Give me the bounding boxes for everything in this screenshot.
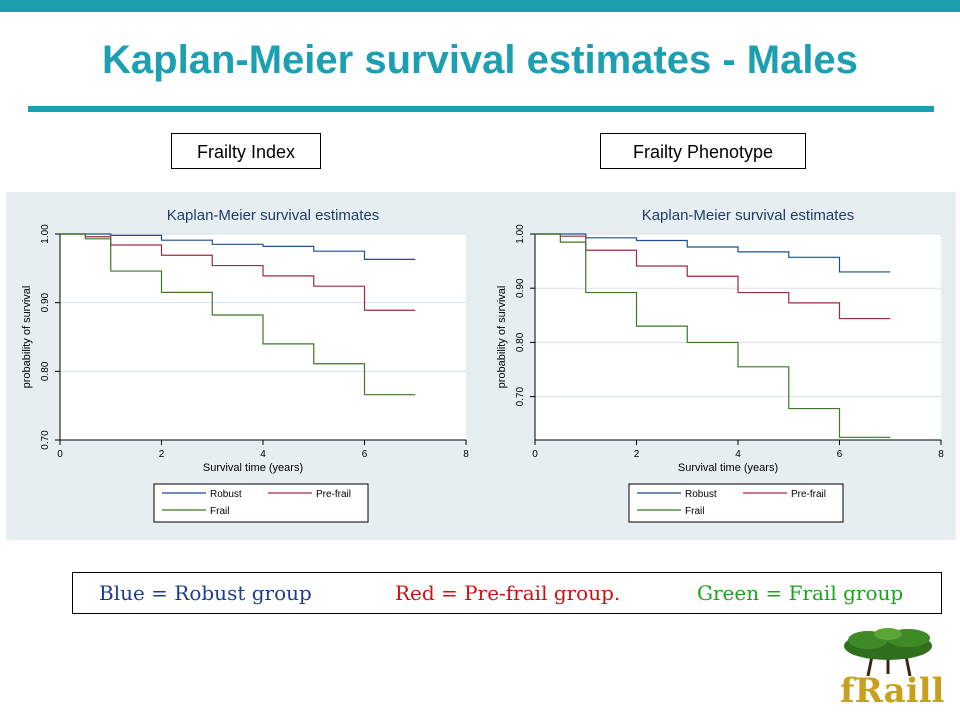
y-tick-label: 0.70 [40,430,51,450]
y-tick-label: 1.00 [40,224,51,244]
x-tick-label: 6 [837,449,843,460]
title-underline [28,106,934,112]
plots-background: Kaplan-Meier survival estimates 0.70 0.80 0… [6,192,956,540]
y-tick-label: 0.80 [515,332,526,352]
tree-icon: fRaill [840,628,945,711]
plot-region [535,234,941,440]
panel-label-frailty-phenotype: Frailty Phenotype [600,133,806,169]
series-line-robust [60,233,416,261]
x-tick-label: 4 [260,449,266,460]
km-chart-frailty-phenotype: Kaplan-Meier survival estimates 0.70 0.80 0… [496,207,944,523]
legend-label: Pre-frail [791,489,826,500]
x-tick-label: 2 [634,449,640,460]
x-tick-label: 0 [532,449,538,460]
x-axis-label: Survival time (years) [203,462,303,474]
y-tick-label: 1.00 [515,224,526,244]
color-legend-caption: Blue = Robust group Red = Pre-frail grou… [72,572,942,614]
series-line-pre-frail [535,233,891,320]
x-tick-label: 8 [463,449,469,460]
caption-prefrail: Red = Pre-frail group. [395,581,621,605]
legend-label: Frail [210,506,229,517]
legend-box [628,483,844,523]
frail-logo: fRaill [832,626,945,711]
panel-label-frailty-index: Frailty Index [171,133,321,169]
y-tick-label: 0.80 [40,361,51,381]
km-chart-frailty-index: Kaplan-Meier survival estimates 0.70 0.80 0… [21,207,469,523]
slide-title: Kaplan-Meier survival estimates - Males [102,38,858,82]
series-line-frail [60,233,416,396]
logo-wordmark: fRaill [840,671,944,708]
chart-title: Kaplan-Meier survival estimates [167,207,380,224]
top-accent-bar [0,0,960,12]
x-tick-label: 0 [57,449,63,460]
x-tick-label: 2 [159,449,165,460]
x-tick-label: 6 [362,449,368,460]
series-line-pre-frail [60,233,416,311]
caption-frail: Green = Frail group [697,581,904,605]
legend-label: Frail [685,506,704,517]
legend-label: Pre-frail [316,489,351,500]
legend-label: Robust [685,489,717,500]
x-axis-label: Survival time (years) [678,462,778,474]
y-tick-label: 0.90 [515,278,526,298]
series-line-frail [535,233,891,438]
legend-box [153,483,369,523]
y-axis-label: probability of survival [496,286,508,389]
x-tick-label: 4 [735,449,741,460]
series-line-robust [535,233,891,273]
legend-label: Robust [210,489,242,500]
y-axis-label: probability of survival [21,286,33,389]
y-tick-label: 0.70 [515,386,526,406]
chart-title: Kaplan-Meier survival estimates [642,207,855,224]
caption-robust: Blue = Robust group [99,581,312,605]
x-tick-label: 8 [938,449,944,460]
y-tick-label: 0.90 [40,292,51,312]
